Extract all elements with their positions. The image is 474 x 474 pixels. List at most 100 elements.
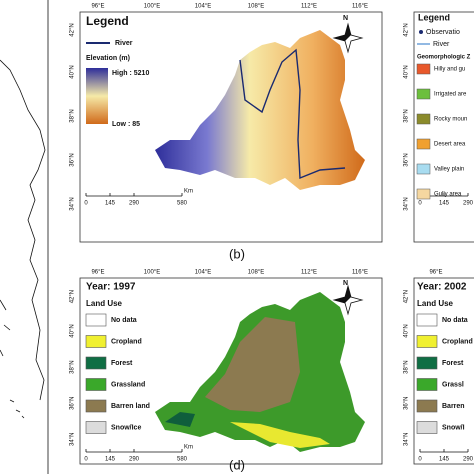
lat-tick-label: 42°N xyxy=(404,23,410,36)
legend-label: Rocky moun xyxy=(434,117,467,123)
legend-swatch xyxy=(416,356,438,370)
lat-tick-label: 40°N xyxy=(404,324,410,337)
lon-tick-label: 96°E xyxy=(91,270,104,276)
legend-label: Snow/I xyxy=(442,424,465,431)
legend-swatch xyxy=(416,188,431,200)
legend-label: Desert area xyxy=(434,142,466,148)
lon-tick-label: 108°E xyxy=(248,4,264,10)
lat-tick-label: 40°N xyxy=(70,65,76,78)
lon-tick-label: 104°E xyxy=(195,4,211,10)
scale-unit: Km xyxy=(184,189,193,195)
legend-label: Forest xyxy=(111,360,133,367)
legend-label: Snow/Ice xyxy=(111,424,141,431)
observation-symbol xyxy=(419,30,423,34)
legend-label: Valley plain xyxy=(434,167,464,173)
scale-label: 290 xyxy=(129,201,140,207)
elevation-ramp xyxy=(86,68,108,124)
left-strip-map xyxy=(0,0,49,474)
lat-tick-label: 42°N xyxy=(70,23,76,36)
legend-label: Irrigated are xyxy=(434,92,467,98)
scale-label: 145 xyxy=(439,201,450,207)
legend-swatch xyxy=(85,399,107,413)
legend-label: Cropland xyxy=(111,338,142,345)
panel-label: (b) xyxy=(229,246,245,261)
lat-tick-label: 42°N xyxy=(404,290,410,303)
legend-swatch xyxy=(85,335,107,348)
legend-label: Barren land xyxy=(111,403,150,410)
lon-tick-label: 100°E xyxy=(144,270,160,276)
legend-label: No data xyxy=(111,317,137,324)
year-label: Year: 1997 xyxy=(86,282,136,293)
legend-swatch xyxy=(416,88,431,100)
legend-label: High : 5210 xyxy=(112,70,149,77)
legend-swatch xyxy=(85,356,107,370)
lon-tick-label: 112°E xyxy=(301,4,317,10)
lat-tick-label: 40°N xyxy=(70,324,76,337)
legend-swatch xyxy=(416,138,431,150)
lat-tick-label: 38°N xyxy=(404,360,410,373)
scale-label: 580 xyxy=(177,457,188,463)
land-use-map xyxy=(155,292,365,452)
scale-label: 0 xyxy=(418,457,422,463)
lat-tick-label: 42°N xyxy=(70,290,76,303)
lat-tick-label: 34°N xyxy=(70,433,76,446)
lon-tick-label: 116°E xyxy=(352,4,368,10)
lon-tick-label: 112°E xyxy=(301,270,317,276)
scale-label: 145 xyxy=(105,201,116,207)
legend-swatch xyxy=(416,163,431,175)
north-label: N xyxy=(343,15,348,22)
scale-label: 145 xyxy=(439,457,450,463)
scale-label: 290 xyxy=(129,457,140,463)
legend-label: Gully area xyxy=(434,192,462,198)
legend-title: Land Use xyxy=(86,299,123,308)
legend-title: Legend xyxy=(86,14,129,28)
lat-tick-label: 36°N xyxy=(404,153,410,166)
legend-swatch xyxy=(416,113,431,125)
legend-swatch xyxy=(416,335,438,348)
lat-tick-label: 36°N xyxy=(70,396,76,409)
legend-title: Legend xyxy=(418,12,450,22)
panel-frame xyxy=(413,11,474,243)
lat-tick-label: 36°N xyxy=(404,396,410,409)
lat-tick-label: 34°N xyxy=(404,433,410,446)
legend-label: Barren xyxy=(442,403,465,410)
lat-tick-label: 36°N xyxy=(70,153,76,166)
legend-swatch xyxy=(416,399,438,413)
river xyxy=(239,48,346,180)
legend-label: Grassland xyxy=(111,381,145,388)
lon-tick-label: 96°E xyxy=(91,4,104,10)
lon-tick-label: 108°E xyxy=(248,270,264,276)
scale-label: 580 xyxy=(177,201,188,207)
legend-title: Land Use xyxy=(417,299,454,308)
legend-label: Cropland xyxy=(442,338,473,345)
legend-label: Geomorphologic Z xyxy=(417,55,471,61)
legend-label: River xyxy=(115,40,133,47)
legend-label: Observatio xyxy=(426,29,460,36)
legend-label: Hilly and gu xyxy=(434,67,465,73)
legend-label: Elevation (m) xyxy=(86,55,130,62)
lat-tick-label: 38°N xyxy=(70,109,76,122)
lat-tick-label: 34°N xyxy=(404,197,410,210)
scale-label: 0 xyxy=(84,457,88,463)
lon-tick-label: 104°E xyxy=(195,270,211,276)
lat-tick-label: 38°N xyxy=(404,109,410,122)
lat-tick-label: 40°N xyxy=(404,65,410,78)
year-label: Year: 2002 xyxy=(417,282,467,293)
legend-swatch xyxy=(85,421,107,434)
lon-tick-label: 96°E xyxy=(429,270,442,276)
legend-swatch xyxy=(85,378,107,391)
legend-swatch xyxy=(416,421,438,434)
legend-swatch xyxy=(416,378,438,391)
lon-tick-label: 100°E xyxy=(144,4,160,10)
north-label: N xyxy=(343,280,348,287)
legend-swatch xyxy=(416,313,438,327)
legend-label: Forest xyxy=(442,360,464,367)
scale-label: 290 xyxy=(463,457,474,463)
scale-label: 145 xyxy=(105,457,116,463)
panel-label: (d) xyxy=(229,457,245,472)
legend-label: Grassl xyxy=(442,381,464,388)
lat-tick-label: 38°N xyxy=(70,360,76,373)
legend-label: No data xyxy=(442,317,468,324)
scale-unit: Km xyxy=(184,445,193,451)
scale-label: 0 xyxy=(84,201,88,207)
